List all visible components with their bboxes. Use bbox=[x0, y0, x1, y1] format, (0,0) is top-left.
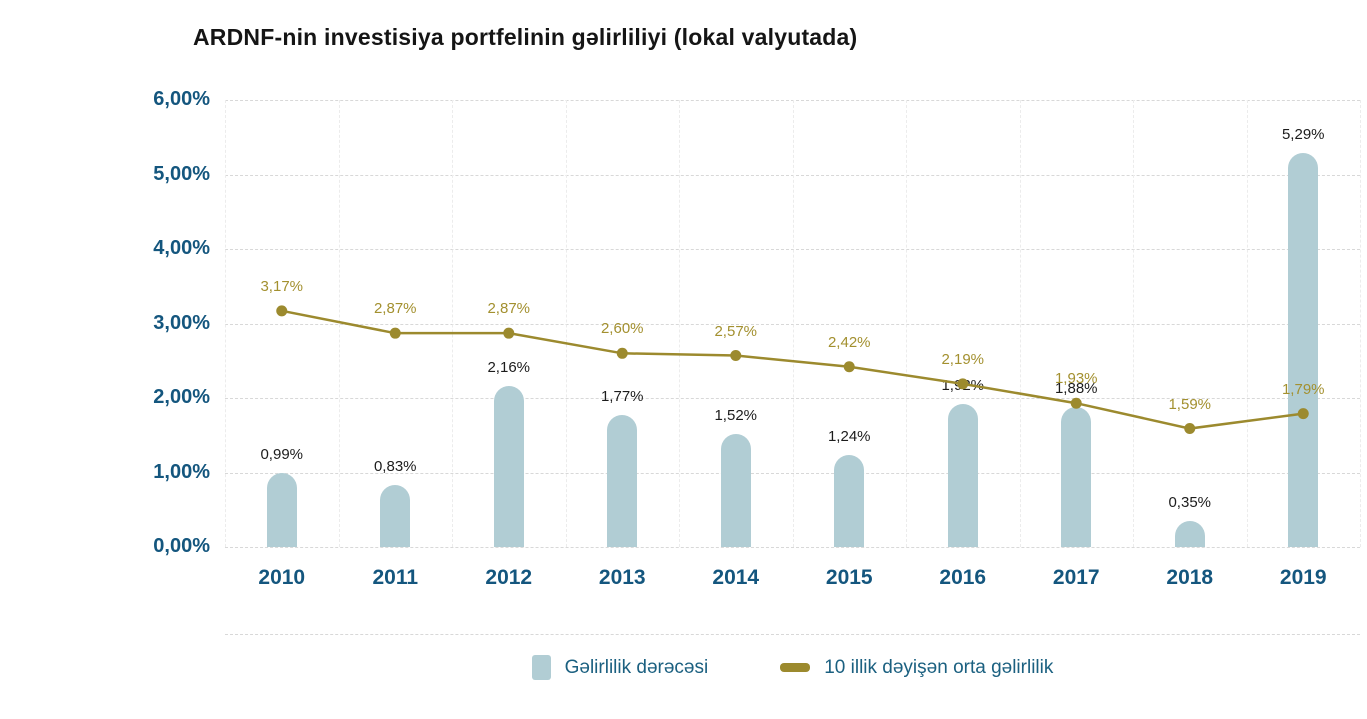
line-point-label: 2,19% bbox=[941, 350, 985, 368]
bar-2015 bbox=[834, 454, 865, 547]
line-point-label: 3,17% bbox=[260, 277, 304, 295]
gridline-horizontal bbox=[225, 547, 1360, 548]
gridline-vertical bbox=[452, 100, 453, 547]
legend-label-bar-series: Gəlirlilik dərəcəsi bbox=[564, 656, 709, 678]
line-series-swatch-icon bbox=[780, 663, 811, 672]
x-axis-label-2012: 2012 bbox=[485, 566, 533, 589]
y-tick-label: 3,00% bbox=[153, 311, 210, 334]
gridline-vertical bbox=[565, 100, 567, 547]
plot-area: 0,99%0,83%2,16%1,77%1,52%1,24%1,92%1,88%… bbox=[225, 100, 1361, 548]
line-point-label: 2,87% bbox=[487, 300, 531, 318]
bar-2010 bbox=[266, 473, 297, 547]
bar-series-swatch-icon bbox=[531, 655, 551, 680]
gridline-vertical bbox=[1019, 100, 1021, 547]
bar-value-label: 5,29% bbox=[1281, 125, 1325, 143]
x-axis-label-2011: 2011 bbox=[372, 566, 419, 589]
bar-value-label: 1,24% bbox=[827, 427, 871, 445]
legend-separator bbox=[225, 634, 1360, 635]
line-point-2019 bbox=[1297, 408, 1309, 420]
legend-item-line-series: 10 illik dəyişən orta gəlirlilik bbox=[780, 657, 1053, 679]
bar-2019 bbox=[1288, 152, 1319, 547]
bar-value-label: 0,99% bbox=[260, 446, 304, 464]
line-point-label: 2,87% bbox=[373, 300, 417, 318]
bar-value-label: 1,88% bbox=[1054, 379, 1098, 397]
y-tick-label: 4,00% bbox=[153, 237, 210, 259]
legend-label-line-series: 10 illik dəyişən orta gəlirlilik bbox=[824, 656, 1054, 678]
bar-value-label: 0,35% bbox=[1168, 493, 1212, 511]
gridline-vertical bbox=[225, 100, 226, 547]
bar-2018 bbox=[1174, 520, 1205, 547]
y-tick-label: 5,00% bbox=[153, 162, 210, 185]
x-axis-label-2015: 2015 bbox=[825, 566, 873, 589]
bar-value-label: 2,16% bbox=[487, 359, 531, 377]
x-axis-label-2013: 2013 bbox=[598, 566, 646, 589]
gridline-vertical bbox=[906, 100, 907, 547]
y-tick-label: 1,00% bbox=[153, 460, 210, 483]
line-point-label: 1,93% bbox=[1054, 370, 1098, 388]
gridline-vertical bbox=[679, 100, 680, 547]
legend-item-bar-series: Gəlirlilik dərəcəsi bbox=[531, 655, 709, 680]
x-axis-label-2014: 2014 bbox=[712, 566, 760, 589]
line-point-label: 2,60% bbox=[600, 320, 644, 338]
line-path bbox=[281, 309, 1304, 430]
line-point-label: 2,42% bbox=[827, 333, 871, 351]
bar-2016 bbox=[947, 403, 978, 547]
bar-2011 bbox=[380, 485, 411, 547]
gridline-vertical bbox=[338, 100, 340, 547]
line-point-2012 bbox=[503, 327, 515, 339]
line-point-label: 1,59% bbox=[1168, 395, 1212, 413]
y-tick-label: 0,00% bbox=[153, 535, 210, 557]
y-tick-label: 2,00% bbox=[153, 386, 210, 408]
line-point-label: 2,57% bbox=[714, 322, 758, 340]
x-axis-label-2016: 2016 bbox=[939, 566, 987, 589]
x-axis-label-2019: 2019 bbox=[1279, 566, 1327, 589]
x-axis-label-2017: 2017 bbox=[1052, 566, 1100, 589]
line-point-2017 bbox=[1070, 397, 1082, 409]
x-axis-label-2018: 2018 bbox=[1166, 566, 1214, 589]
gridline-vertical bbox=[792, 100, 794, 547]
y-tick-label: 6,00% bbox=[153, 88, 210, 110]
line-series bbox=[276, 305, 1309, 435]
gridline-vertical bbox=[1246, 100, 1248, 547]
line-point-2015 bbox=[843, 361, 855, 373]
bar-2013 bbox=[607, 415, 638, 547]
bar-value-label: 0,83% bbox=[373, 458, 417, 476]
x-axis-label-2010: 2010 bbox=[258, 566, 306, 589]
line-point-2016 bbox=[957, 378, 969, 390]
chart-title: ARDNF-nin investisiya portfelinin gəlirl… bbox=[193, 24, 858, 50]
legend: Gəlirlilik dərəcəsi 10 illik dəyişən ort… bbox=[225, 655, 1360, 680]
line-point-2011 bbox=[389, 327, 401, 339]
line-point-2013 bbox=[616, 347, 628, 359]
bar-value-label: 1,77% bbox=[600, 388, 644, 406]
bar-value-label: 1,52% bbox=[714, 406, 758, 424]
line-point-2010 bbox=[276, 305, 288, 317]
gridline-vertical bbox=[1133, 100, 1134, 547]
line-point-2018 bbox=[1184, 423, 1196, 435]
line-point-2014 bbox=[730, 350, 742, 362]
bar-2014 bbox=[720, 433, 751, 547]
line-point-label: 1,79% bbox=[1281, 380, 1325, 398]
bar-2017 bbox=[1061, 406, 1092, 547]
bar-2012 bbox=[493, 386, 524, 547]
gridline-vertical bbox=[1360, 100, 1361, 547]
